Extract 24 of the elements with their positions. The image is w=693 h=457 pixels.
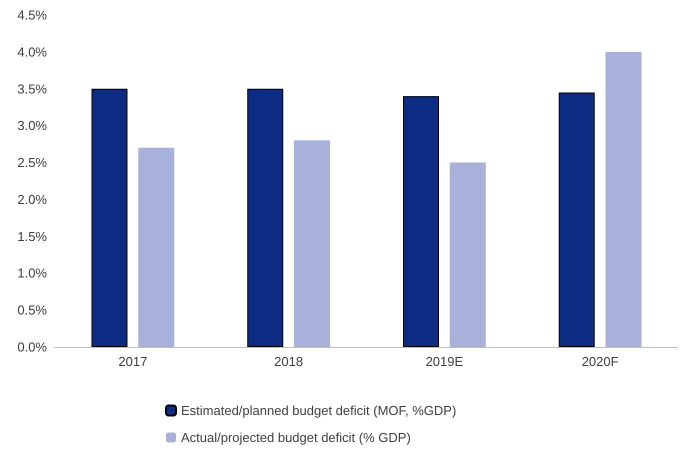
y-tick-label: 1.0%: [17, 266, 48, 281]
y-tick-label: 3.0%: [17, 118, 48, 134]
y-tick-label: 2.0%: [17, 192, 48, 207]
y-tick-label: 4.5%: [17, 8, 48, 22]
x-tick-label: 2020F: [582, 354, 619, 369]
y-tick-label: 4.0%: [17, 44, 48, 60]
bar: [294, 140, 330, 347]
bar: [450, 162, 486, 347]
legend-label: Estimated/planned budget deficit (MOF, %GDP): [181, 403, 456, 418]
bar: [91, 88, 128, 347]
x-tick-label: 2017: [118, 354, 148, 369]
bar: [606, 52, 642, 347]
bar: [247, 88, 284, 347]
y-tick-label: 1.5%: [17, 228, 48, 244]
y-tick-label: 3.5%: [17, 81, 48, 96]
x-tick-label: 2019E: [426, 354, 464, 369]
y-tick-label: 0.0%: [17, 340, 48, 354]
x-tick-label: 2018: [274, 354, 304, 369]
y-tick-label: 2.5%: [17, 155, 48, 170]
legend-label: Actual/projected budget deficit (% GDP): [181, 430, 411, 445]
bar: [402, 96, 439, 347]
bar: [138, 148, 174, 347]
bar: [558, 92, 595, 347]
y-tick-label: 0.5%: [17, 302, 48, 318]
